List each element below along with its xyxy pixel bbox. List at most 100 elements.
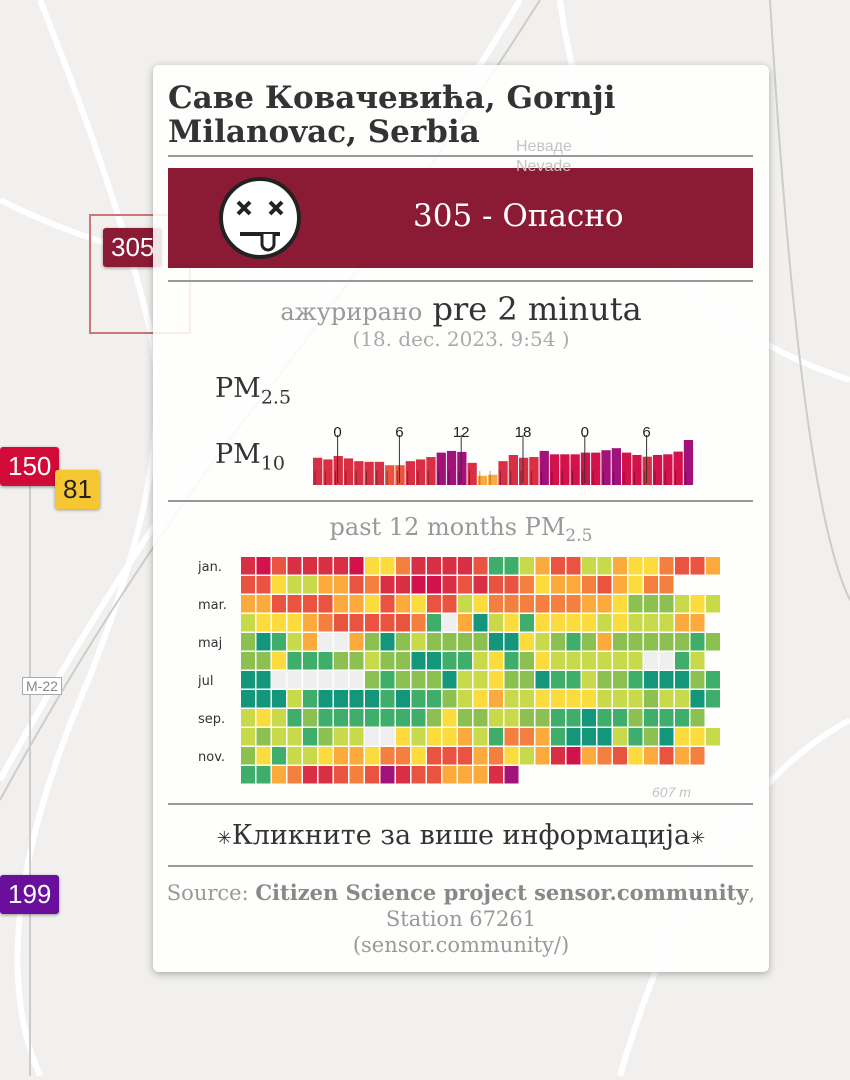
heatmap-cell xyxy=(551,576,565,594)
map-marker[interactable]: 150 xyxy=(0,447,60,486)
heatmap-cell xyxy=(535,576,550,594)
heatmap-cell xyxy=(442,766,457,784)
heatmap-cell xyxy=(489,690,503,708)
heatmap-cell xyxy=(520,652,534,670)
heatmap-cell xyxy=(628,709,643,727)
heatmap-cell xyxy=(411,747,426,765)
heatmap-cell xyxy=(349,671,364,689)
heatmap-cell xyxy=(442,614,457,632)
source-link[interactable]: Citizen Science project sensor.community xyxy=(255,880,749,905)
heatmap-cell xyxy=(365,690,379,708)
heatmap-cell xyxy=(256,614,271,632)
hour-tick-label: 0 xyxy=(333,424,341,441)
heatmap-cell xyxy=(675,652,689,670)
source-url[interactable]: (sensor.community/) xyxy=(352,933,570,957)
heatmap-cell xyxy=(272,595,286,613)
heatmap-cell xyxy=(303,557,317,575)
heatmap-cell xyxy=(551,690,565,708)
heatmap-cell xyxy=(272,614,286,632)
hour-tick-label: 12 xyxy=(453,424,470,441)
heatmap-cell xyxy=(690,557,705,575)
heatmap-cell xyxy=(318,671,333,689)
bar-pm25 xyxy=(652,455,663,485)
heatmap-cell xyxy=(659,595,674,613)
heatmap-cell xyxy=(241,576,255,594)
heatmap-cell xyxy=(473,671,488,689)
heatmap-cell xyxy=(489,652,503,670)
heatmap-cell xyxy=(349,690,364,708)
heatmap-cell xyxy=(597,709,612,727)
heatmap-cell xyxy=(473,614,488,632)
map-marker[interactable]: 81 xyxy=(55,470,100,509)
heatmap-cell xyxy=(411,633,426,651)
bar-pm25 xyxy=(642,456,652,485)
heatmap-cell xyxy=(458,747,472,765)
heatmap-cell xyxy=(396,576,410,594)
heatmap-cell xyxy=(706,671,720,689)
heatmap-cell xyxy=(520,633,534,651)
bar-pm25 xyxy=(313,457,323,485)
heatmap-cell xyxy=(613,595,627,613)
bar-pm25 xyxy=(539,450,549,485)
map-marker[interactable]: 199 xyxy=(0,875,60,914)
heatmap-cell xyxy=(504,709,519,727)
heatmap-cell xyxy=(334,709,348,727)
heatmap-cell xyxy=(520,576,534,594)
heatmap-cell xyxy=(613,557,627,575)
heatmap-cell xyxy=(644,652,658,670)
pm-label-sub: 10 xyxy=(260,452,286,475)
heatmap-cell xyxy=(690,614,705,632)
heatmap-cell xyxy=(241,595,255,613)
heatmap-cell xyxy=(287,671,302,689)
heatmap-cell xyxy=(659,576,674,594)
heatmap-cell xyxy=(613,633,627,651)
heatmap-cell xyxy=(675,747,689,765)
heatmap-cell xyxy=(256,557,271,575)
bar-pm25 xyxy=(632,455,642,485)
station-popup[interactable]: Саве Ковачевића, Gornji Milanovac, Serbi… xyxy=(153,65,769,972)
bar-pm25 xyxy=(673,451,683,485)
month-label: sep. xyxy=(198,712,225,727)
heatmap-cell xyxy=(256,652,271,670)
heatmap-cell xyxy=(427,614,441,632)
heatmap-cell xyxy=(396,671,410,689)
heatmap-cell xyxy=(241,557,255,575)
road-shield: M-22 xyxy=(22,677,62,695)
heatmap-cell xyxy=(535,633,550,651)
heatmap-cell xyxy=(287,576,302,594)
bar-pm25 xyxy=(416,459,426,485)
sparkle-cursor-icon: ✳ xyxy=(216,828,232,849)
heatmap-cell xyxy=(458,671,472,689)
heatmap-cell xyxy=(272,709,286,727)
bar-pm25 xyxy=(549,454,560,485)
heatmap-cell xyxy=(582,652,596,670)
aqi-banner: 305 - Опасно xyxy=(168,168,753,268)
heatmap-cell xyxy=(706,690,720,708)
heatmap-cell xyxy=(442,690,457,708)
heatmap-cell xyxy=(411,614,426,632)
heatmap-cell xyxy=(675,728,689,746)
heatmap-cell xyxy=(628,557,643,575)
heatmap-cell xyxy=(396,557,410,575)
heatmap-cell xyxy=(659,690,674,708)
heatmap-cell xyxy=(473,595,488,613)
bar-pm25 xyxy=(580,452,591,485)
heatmap-cell xyxy=(566,557,581,575)
map-marker[interactable]: 305 xyxy=(103,228,163,267)
heatmap-cell xyxy=(644,671,658,689)
bar-pm25 xyxy=(622,452,632,485)
heatmap-cell xyxy=(690,671,705,689)
heatmap-cell xyxy=(303,614,317,632)
heatmap-cell xyxy=(318,595,333,613)
heatmap-cell xyxy=(303,633,317,651)
heatmap-cell xyxy=(318,576,333,594)
month-label: nov. xyxy=(198,750,225,765)
bar-pm25 xyxy=(570,454,580,485)
heatmap-cell xyxy=(582,614,596,632)
heatmap-cell xyxy=(349,766,364,784)
heatmap-cell xyxy=(628,747,643,765)
heatmap-cell xyxy=(303,728,317,746)
more-info-link[interactable]: ✳Кликните за више информација✳ xyxy=(216,820,706,851)
heatmap-cell xyxy=(582,557,596,575)
heatmap-cell xyxy=(582,576,596,594)
